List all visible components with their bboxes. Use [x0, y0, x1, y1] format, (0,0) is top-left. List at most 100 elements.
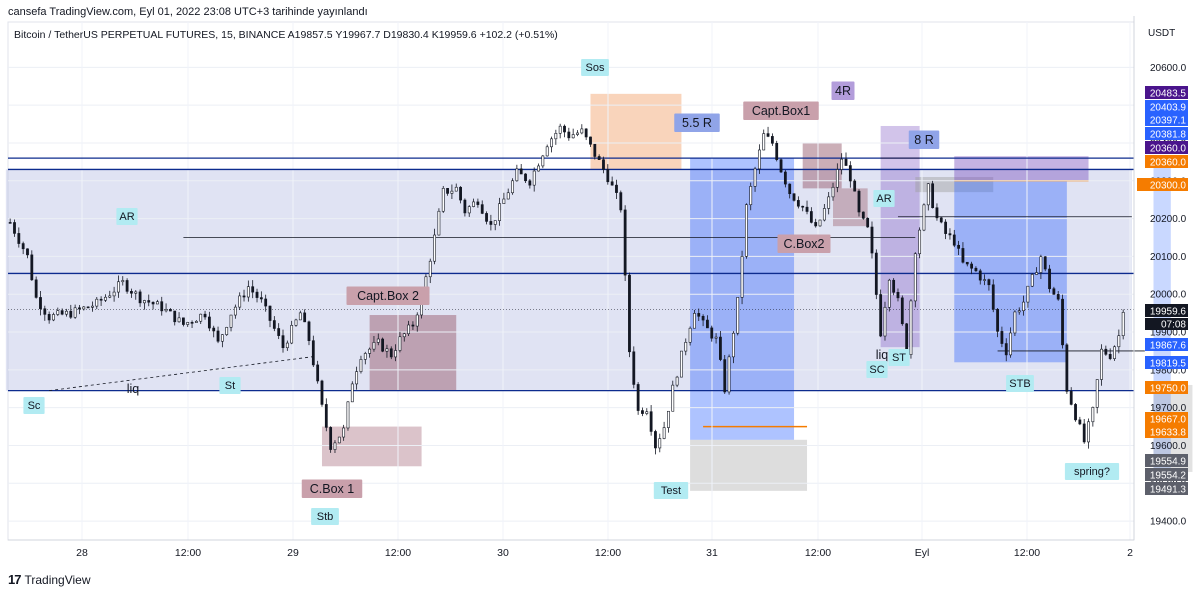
candle-down — [39, 297, 42, 310]
symbol-legend[interactable]: Bitcoin / TetherUS PERPETUAL FUTURES, 15… — [14, 29, 558, 41]
chart-zones — [5, 21, 1193, 541]
price-badge-label: 19633.8 — [1150, 428, 1187, 439]
annotation-bg — [831, 81, 855, 100]
candle-up — [82, 306, 86, 310]
annotation-label: Test — [661, 485, 681, 497]
candle-down — [272, 320, 276, 329]
candle-down — [935, 207, 939, 219]
candle-down — [316, 364, 320, 382]
cbox1-zone — [321, 426, 422, 467]
price-badge-label: 19667.0 — [1150, 415, 1187, 426]
candle-up — [121, 280, 125, 283]
candle-down — [584, 128, 588, 138]
candle-up — [441, 188, 445, 212]
candle-down — [60, 310, 64, 315]
candle-up — [1121, 312, 1125, 336]
candle-down — [259, 297, 263, 300]
candle-down — [961, 248, 965, 263]
candle-up — [394, 350, 398, 358]
candle-down — [216, 330, 220, 342]
annotation-label: 4R — [835, 84, 851, 98]
annotation-label: 8 R — [914, 133, 933, 147]
candle-down — [697, 313, 701, 317]
x-tick-label: 12:00 — [385, 547, 411, 559]
candle-up — [1087, 421, 1090, 443]
candle-down — [766, 133, 770, 137]
price-badge — [1145, 412, 1188, 425]
annotation-bg — [346, 286, 430, 305]
candle-up — [467, 206, 471, 214]
candle-down — [169, 308, 172, 312]
candle-up — [398, 336, 402, 351]
candle-down — [606, 169, 610, 183]
candle-up — [117, 281, 120, 293]
x-tick-label: 2 — [1127, 547, 1133, 559]
candle-up — [983, 279, 986, 281]
candle-down — [779, 159, 783, 173]
candle-down — [896, 291, 900, 299]
candle-up — [918, 229, 922, 255]
x-tick-label: 12:00 — [595, 547, 621, 559]
annotation-bg — [674, 113, 720, 132]
candle-up — [493, 220, 497, 225]
tradingview-footer[interactable]: 17 TradingView — [8, 572, 91, 587]
y-tick-label: 19700.0 — [1150, 403, 1187, 414]
candle-down — [190, 322, 194, 324]
price-axis: 20600.020500.020400.020300.020200.020100… — [1133, 16, 1188, 540]
candle-down — [1078, 419, 1082, 425]
candle-down — [991, 284, 995, 310]
x-tick-label: 12:00 — [1014, 547, 1040, 559]
candle-up — [472, 201, 475, 207]
candle-down — [1104, 348, 1108, 355]
candle-down — [654, 431, 657, 449]
candle-down — [892, 279, 896, 293]
candle-up — [73, 307, 77, 318]
annotation-bg — [311, 508, 339, 525]
candle-up — [1017, 310, 1021, 313]
candle-down — [628, 274, 631, 353]
trading-range-zone — [5, 169, 1132, 391]
annotation-label: ST — [892, 352, 906, 364]
candle-up — [1100, 348, 1103, 380]
candle-down — [324, 404, 328, 428]
4r-zone — [880, 125, 920, 348]
candle-down — [1004, 343, 1008, 356]
price-badge-label: 20483.5 — [1150, 89, 1187, 100]
candle-down — [814, 222, 818, 227]
candle-up — [233, 306, 237, 316]
price-badge — [1145, 338, 1188, 351]
candle-down — [1000, 331, 1004, 344]
candle-up — [199, 313, 203, 322]
annotation-label: Capt.Box 2 — [357, 289, 419, 303]
candle-up — [822, 208, 826, 221]
candle-up — [52, 314, 55, 321]
annotation-label: C.Box2 — [784, 237, 825, 251]
price-badge — [1145, 155, 1188, 168]
price-badge — [1145, 113, 1188, 126]
candle-up — [433, 234, 436, 262]
candle-down — [489, 221, 493, 225]
candle-down — [160, 301, 164, 312]
candle-up — [337, 436, 341, 444]
candle-down — [1108, 354, 1112, 359]
candle-down — [632, 351, 636, 385]
candle-down — [320, 380, 324, 405]
candle-up — [502, 198, 506, 204]
candle-up — [177, 317, 181, 323]
candle-down — [879, 294, 883, 337]
candle-up — [714, 336, 718, 339]
candle-up — [558, 125, 562, 134]
candle-up — [744, 204, 748, 257]
candle-down — [26, 248, 29, 256]
candle-down — [242, 295, 246, 298]
publish-info: cansefa TradingView.com, Eyl 01, 2022 23… — [8, 6, 368, 18]
candle-up — [545, 146, 549, 157]
candle-up — [831, 186, 835, 198]
candle-down — [277, 328, 281, 336]
price-badge — [1145, 86, 1188, 99]
candle-down — [255, 291, 259, 298]
candle-up — [143, 300, 146, 304]
candle-up — [740, 256, 744, 298]
y-tick-label: 20000.0 — [1150, 290, 1187, 301]
